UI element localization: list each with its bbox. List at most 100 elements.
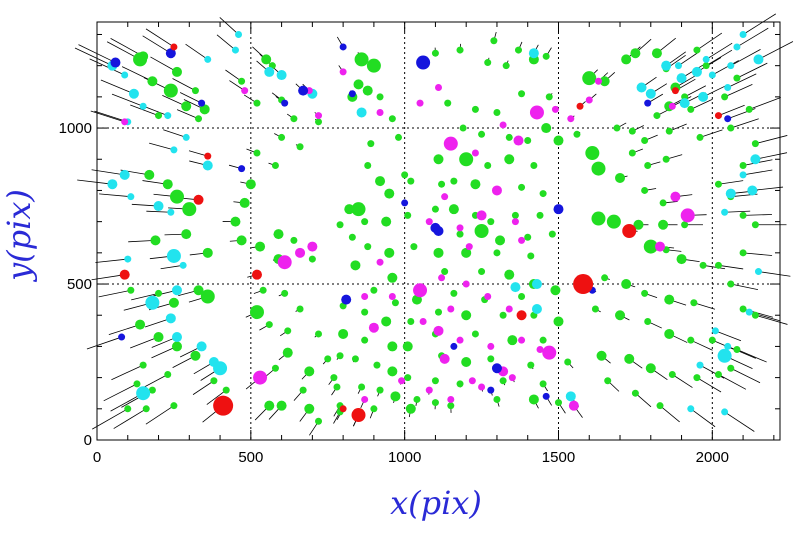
data-point-green [461,310,472,321]
data-point-green [361,308,369,316]
data-point-magenta [425,386,433,394]
displacement-vector [659,405,680,423]
data-point-cyan [645,88,656,99]
data-point-green [659,199,667,207]
data-point-green [308,255,316,263]
data-point-green [139,361,147,369]
data-point-green [202,247,213,258]
data-point-cyan [711,327,719,335]
data-point-cyan [754,268,762,276]
data-point-magenta [518,336,526,344]
data-point-green [624,353,635,364]
data-point-green [344,204,355,215]
data-point-green [170,402,178,410]
data-point-cyan [531,279,542,290]
data-points [107,30,764,425]
data-point-magenta [435,84,442,92]
data-point-green [653,112,661,120]
data-point-green [348,233,356,241]
data-point-green [493,395,501,403]
data-point-green [665,127,673,135]
data-point-magenta [456,224,464,232]
data-point-magenta [465,243,473,251]
data-point-green [261,54,272,65]
data-point-green [681,221,689,229]
data-point-blue [339,43,347,51]
data-point-cyan [750,154,761,165]
data-point-green [456,380,464,388]
data-point-magenta [438,274,446,282]
displacement-vector [86,336,122,350]
data-point-green [524,233,532,241]
data-point-magenta [478,383,486,391]
displacement-vector [743,214,772,216]
data-point-green [633,219,644,230]
plot-frame [96,21,781,441]
displacement-vector [98,289,131,298]
data-point-green [478,130,486,138]
data-point-magenta [376,108,384,116]
data-point-green [499,377,507,385]
data-point-blue [165,48,176,59]
displacement-vector [696,377,722,393]
data-point-green [448,204,459,215]
data-point-green [553,316,564,327]
data-point-green [181,101,192,112]
data-point-green [664,294,675,305]
data-point-green [296,143,304,151]
data-point-green [676,254,687,265]
data-point-green [407,317,415,325]
data-point-green [651,48,662,59]
displacement-vector [705,42,733,60]
data-point-green [687,105,695,113]
data-point-magenta [376,258,384,266]
data-point-cyan [171,285,182,296]
data-point-green [739,305,747,313]
data-point-green [281,289,289,297]
data-point-blue [450,342,458,350]
data-point-green [662,155,670,163]
data-point-green [527,361,535,369]
data-point-green [474,224,489,238]
data-point-green [693,374,701,382]
data-point-green [591,211,606,226]
data-point-magenta [476,210,487,221]
data-point-green [484,59,492,67]
data-point-green [375,176,386,187]
displacement-vector [690,339,713,351]
data-point-magenta [439,353,450,364]
data-point-red [576,102,584,110]
data-point-green [450,177,458,185]
data-point-green [596,350,607,361]
displacement-vector [758,271,791,277]
data-point-green [621,279,632,290]
data-point-cyan [745,308,753,316]
data-point-cyan [264,66,275,77]
data-point-magenta [433,325,444,336]
x-tick-label: 500 [238,449,263,466]
data-point-green [461,247,472,258]
displacement-vector [103,383,138,402]
displacement-vector [736,62,768,79]
data-point-green [527,252,535,260]
data-point-green [431,399,439,407]
data-point-magenta [315,112,323,120]
data-point-green [745,105,753,113]
data-point-green [553,135,564,146]
data-point-magenta [542,345,557,360]
data-point-cyan [231,46,239,54]
data-point-green [471,330,479,338]
data-point-green [193,285,204,296]
data-point-green [142,405,150,413]
data-point-green [751,311,759,319]
data-point-blue [110,57,121,68]
data-point-green [548,230,556,238]
data-point-blue [281,99,289,107]
data-point-magenta [456,336,464,344]
data-point-cyan [661,60,672,71]
displacement-vector [95,258,128,263]
data-point-green [391,299,399,307]
data-point-magenta [277,255,292,270]
data-point-red [339,405,347,413]
